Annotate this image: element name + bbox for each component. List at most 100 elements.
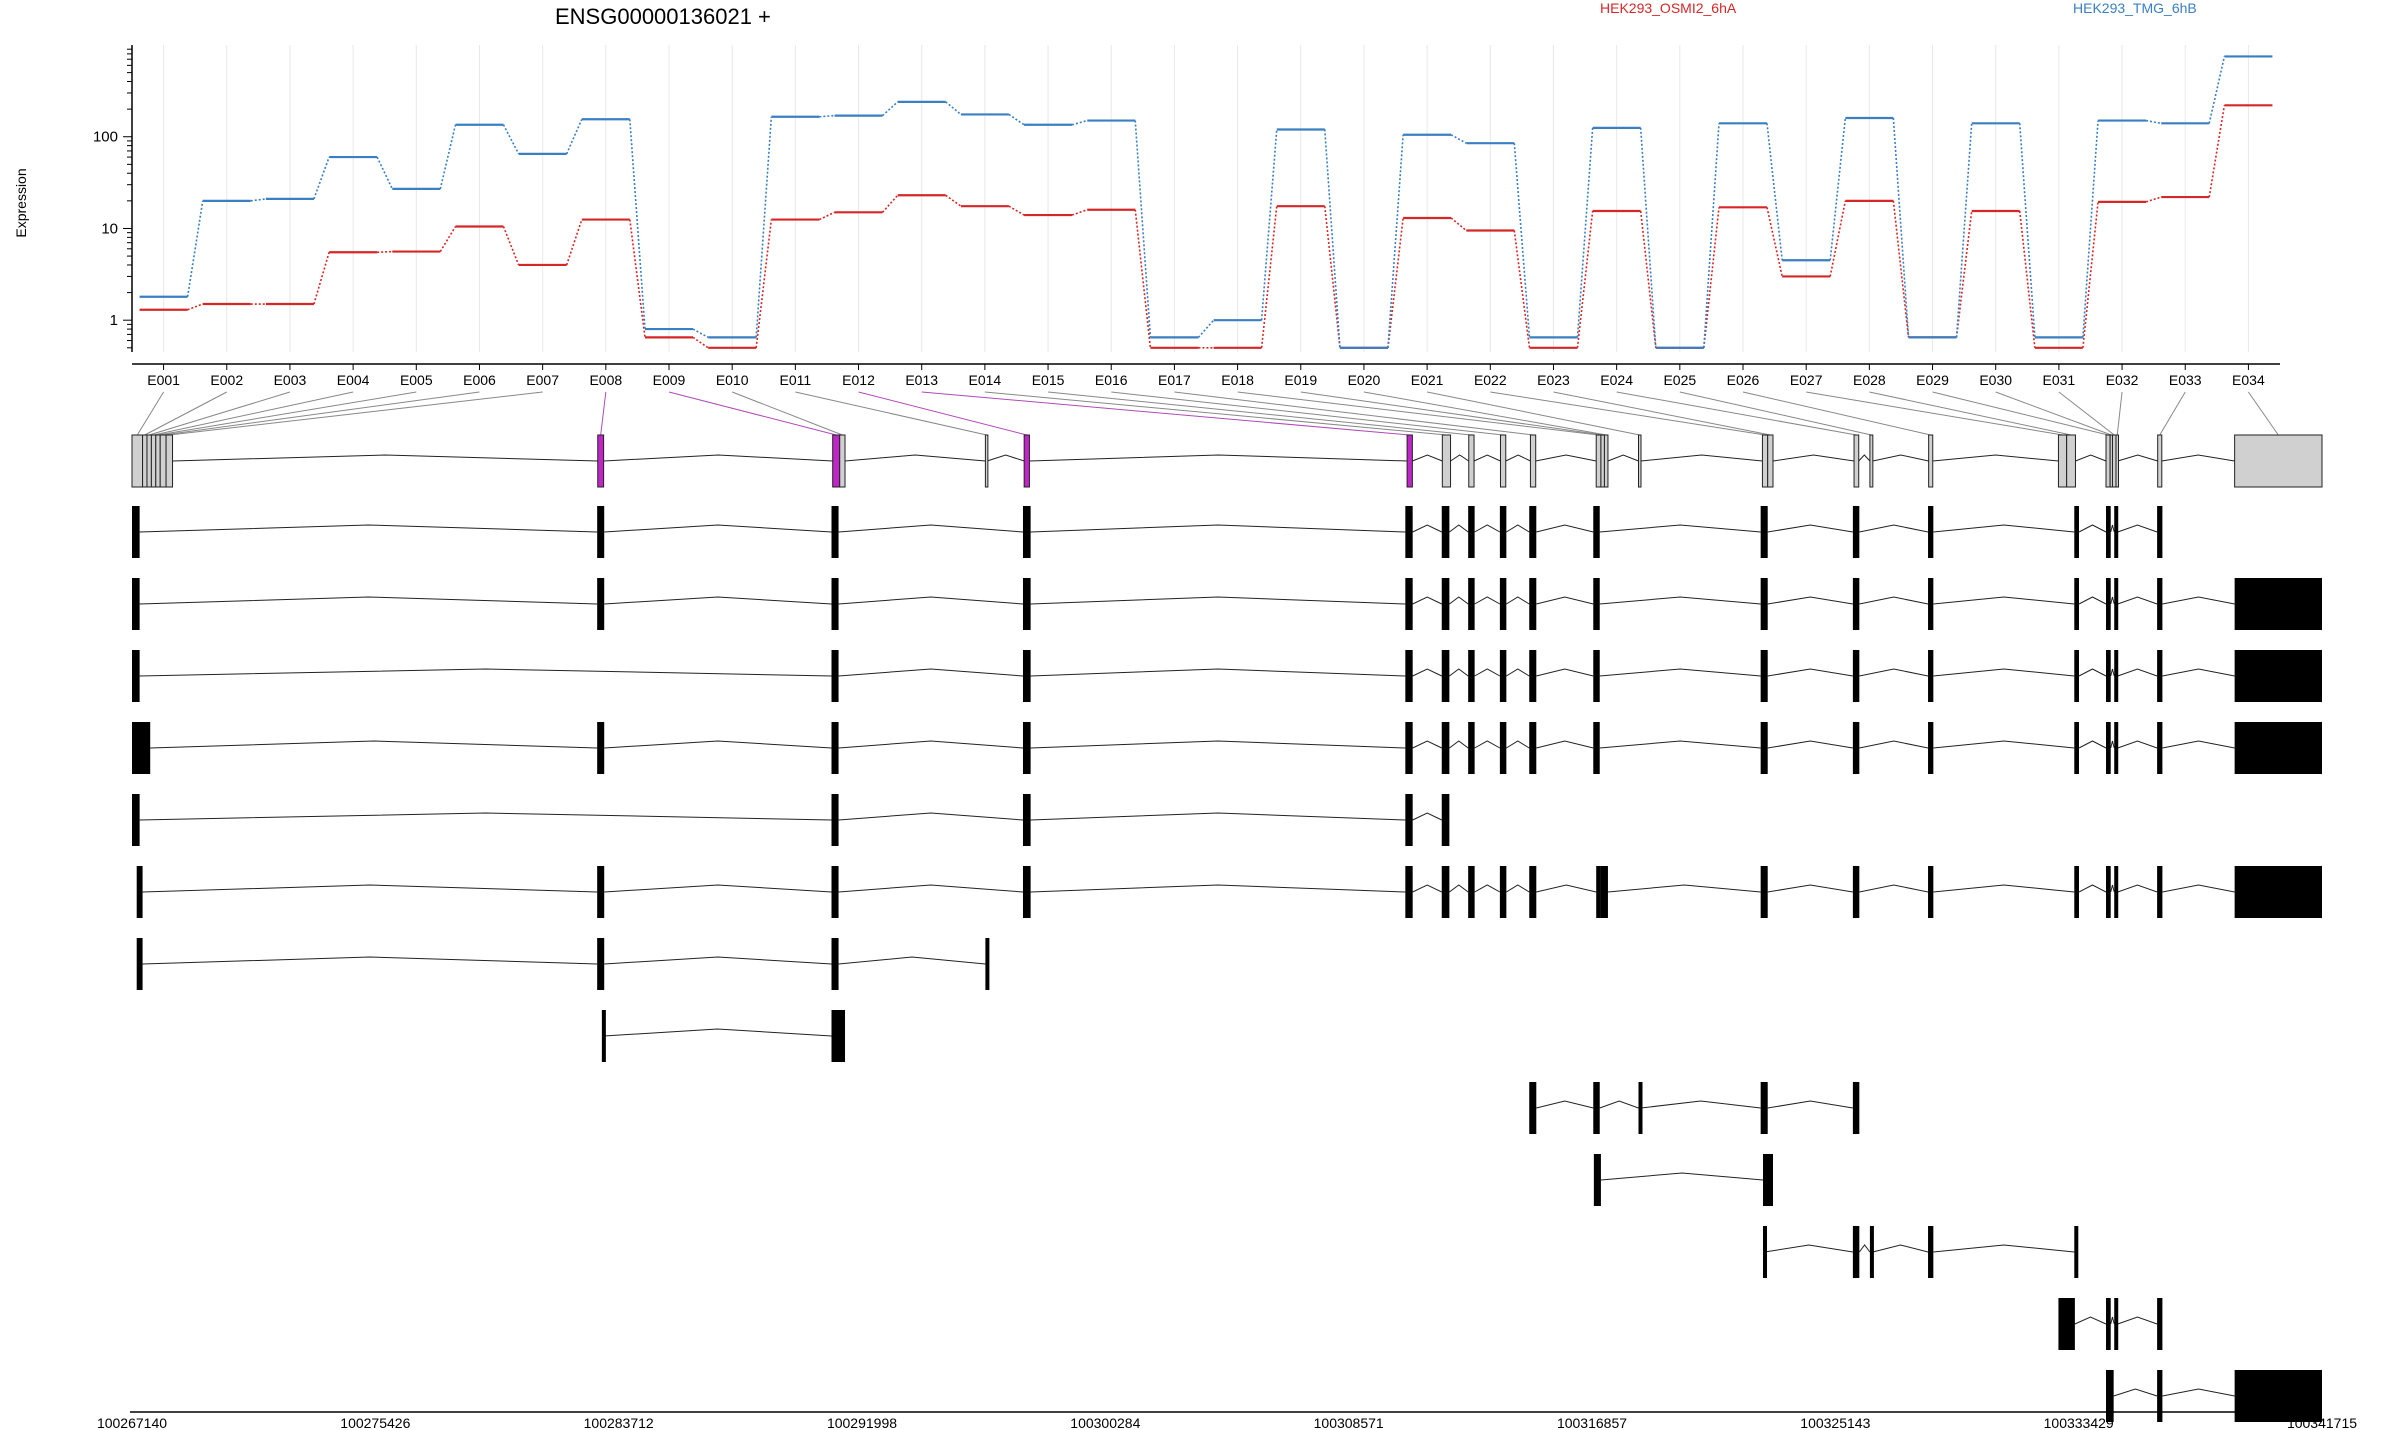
transcript-exon xyxy=(1499,578,1507,630)
transcript-intron xyxy=(2162,740,2235,749)
series-connector xyxy=(629,119,646,330)
transcript-exon xyxy=(2157,722,2163,774)
transcript-intron xyxy=(2162,1388,2235,1397)
transcript-intron xyxy=(604,956,832,965)
transcript-intron xyxy=(838,956,986,965)
transcript-intron xyxy=(1933,596,2075,605)
model-exon xyxy=(165,434,174,488)
transcript-intron xyxy=(2110,884,2115,893)
model-exon xyxy=(146,434,152,488)
genome-tick-label: 100308571 xyxy=(1314,1415,1384,1430)
model-intron xyxy=(2117,454,2158,462)
transcript-8 xyxy=(601,1010,846,1062)
transcript-intron xyxy=(1449,884,1469,893)
x-tick-label: E016 xyxy=(1095,372,1128,388)
genome-tick-label: 100291998 xyxy=(827,1415,897,1430)
exon-connector xyxy=(1616,391,1857,436)
x-tick-label: E009 xyxy=(653,372,686,388)
transcript-5 xyxy=(132,794,1450,846)
model-exon xyxy=(1499,434,1507,488)
transcript-intron xyxy=(1506,884,1530,893)
model-intron xyxy=(1872,454,1929,462)
model-exon xyxy=(1853,434,1860,488)
transcript-exon xyxy=(1441,794,1450,846)
series-connector xyxy=(186,200,204,297)
transcript-exon xyxy=(1852,866,1860,918)
chart-title: ENSG00000136021 + xyxy=(555,4,771,29)
transcript-intron xyxy=(2117,596,2158,605)
transcript-exon xyxy=(1593,722,1600,774)
transcript-intron xyxy=(1599,1100,1639,1109)
transcript-intron xyxy=(604,740,832,749)
transcript-exon xyxy=(1405,506,1413,558)
series-connector xyxy=(2018,210,2036,348)
exon-connector xyxy=(136,391,165,436)
transcript-intron xyxy=(1767,668,1853,677)
transcript-exon xyxy=(1928,722,1934,774)
series-1 xyxy=(139,104,2273,349)
y-tick-label: 1 xyxy=(110,312,118,329)
transcript-exon xyxy=(1638,1082,1643,1134)
exon-connector xyxy=(668,391,837,436)
transcript-intron xyxy=(1449,596,1469,605)
model-intron xyxy=(1450,454,1470,462)
transcript-intron xyxy=(1536,668,1594,677)
transcript-exon xyxy=(1405,722,1413,774)
transcript-exon xyxy=(1022,650,1031,702)
transcript-intron xyxy=(1599,668,1761,677)
series-connector xyxy=(2208,105,2226,198)
transcript-3 xyxy=(132,650,2322,702)
transcript-exon xyxy=(1852,650,1860,702)
x-tick-label: E007 xyxy=(526,372,559,388)
transcript-intron xyxy=(1474,524,1501,533)
transcript-exon xyxy=(1763,1226,1768,1278)
transcript-intron xyxy=(838,884,1024,893)
x-tick-label: E019 xyxy=(1284,372,1317,388)
exon-connector xyxy=(1237,391,1599,436)
series-connector xyxy=(692,336,709,349)
transcript-intron xyxy=(603,1028,832,1037)
model-intron xyxy=(172,454,598,462)
series-connector xyxy=(1576,127,1594,338)
model-exon xyxy=(150,434,157,488)
transcript-2 xyxy=(132,578,2322,630)
series-connector xyxy=(1639,127,1657,348)
transcript-exon xyxy=(2157,866,2163,918)
transcript-exon xyxy=(1499,866,1507,918)
x-tick-label: E002 xyxy=(210,372,243,388)
transcript-intron xyxy=(1412,668,1442,677)
transcript-exon xyxy=(2074,722,2079,774)
series-connector xyxy=(692,328,709,339)
transcript-intron xyxy=(1599,524,1761,533)
genome-tick-label: 100267140 xyxy=(97,1415,167,1430)
transcript-exon xyxy=(132,578,140,630)
series-connector xyxy=(1387,134,1404,348)
transcript-intron xyxy=(1506,524,1530,533)
transcript-intron xyxy=(1412,812,1442,821)
transcript-exon xyxy=(1499,506,1507,558)
transcript-intron xyxy=(1933,884,2075,893)
transcript-exon xyxy=(597,506,605,558)
series-connector xyxy=(1955,210,1973,338)
model-exon xyxy=(2105,434,2111,488)
transcript-exon xyxy=(1852,1082,1860,1134)
transcript-7 xyxy=(136,938,990,990)
transcript-exon xyxy=(2157,650,2163,702)
transcript-intron xyxy=(142,956,598,965)
transcript-exon xyxy=(2106,506,2111,558)
series-connector xyxy=(2018,123,2036,338)
transcript-exon xyxy=(1022,506,1031,558)
x-tick-label: E015 xyxy=(1032,372,1065,388)
transcript-exon xyxy=(2234,866,2322,918)
transcript-intron xyxy=(2162,668,2235,677)
model-intron xyxy=(1473,454,1501,462)
model-exon xyxy=(1023,434,1030,488)
series-connector xyxy=(819,211,835,221)
transcript-intron xyxy=(1767,524,1853,533)
transcript-intron xyxy=(1933,1244,2075,1253)
transcript-exon xyxy=(1928,1226,1934,1278)
x-tick-label: E004 xyxy=(337,372,370,388)
series-connector xyxy=(1955,123,1973,338)
model-exon xyxy=(1468,434,1475,488)
exon-connector xyxy=(1111,391,1504,436)
